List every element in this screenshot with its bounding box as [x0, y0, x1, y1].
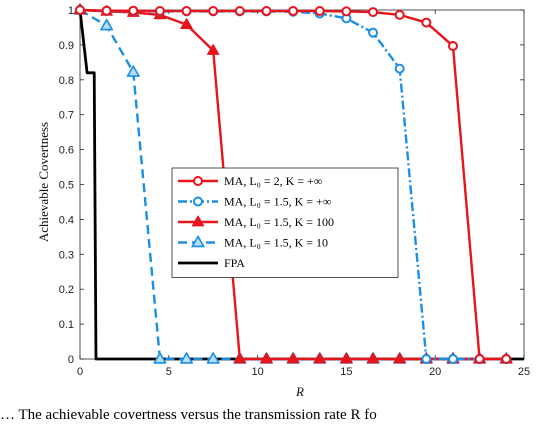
y-tick-label: 0.6: [59, 145, 74, 157]
data-point: [126, 65, 140, 77]
y-axis-label: Achievable Covertness: [36, 122, 51, 242]
data-point: [286, 352, 300, 364]
y-tick-label: 0.5: [59, 180, 74, 192]
data-point: [101, 5, 112, 16]
data-point: [447, 354, 458, 364]
x-tick-label: 20: [429, 366, 441, 378]
data-point: [208, 6, 219, 17]
legend-marker: [193, 176, 203, 186]
legend-item: MA, L₀ = 1.5, K = 100: [178, 215, 334, 229]
data-point: [394, 63, 405, 74]
data-point: [474, 354, 485, 364]
x-tick-label: 10: [251, 366, 263, 378]
data-point: [233, 352, 247, 364]
data-point: [501, 354, 512, 364]
legend-marker: [193, 196, 203, 207]
x-tick-label: 0: [77, 366, 83, 378]
series-layer: [73, 3, 524, 364]
data-point: [421, 354, 432, 364]
y-tick-label: 0.3: [59, 249, 74, 261]
data-point: [100, 18, 114, 31]
y-tick-label: 1: [68, 5, 74, 17]
data-point: [154, 6, 165, 17]
data-point: [368, 27, 379, 38]
legend-label: FPA: [224, 256, 245, 270]
data-point: [288, 6, 299, 17]
data-point: [234, 6, 245, 17]
y-tick-label: 0.4: [59, 214, 74, 226]
data-point: [366, 352, 380, 364]
data-point: [340, 352, 353, 364]
data-point: [128, 5, 139, 16]
y-tick-label: 0.9: [59, 40, 74, 52]
legend-item: MA, L₀ = 1.5, K = 10: [178, 234, 328, 250]
data-point: [180, 352, 194, 364]
data-point: [207, 43, 220, 55]
y-tick-label: 0.2: [59, 284, 74, 296]
y-tick-label: 0.8: [59, 75, 74, 87]
legend-label: MA, L₀ = 1.5, K = +∞: [224, 195, 331, 209]
x-tick-label: 25: [518, 366, 530, 378]
data-point: [393, 352, 406, 364]
data-point: [75, 5, 85, 15]
y-tick-label: 0.1: [59, 319, 74, 331]
legend-item: FPA: [178, 256, 245, 270]
data-point: [181, 6, 192, 17]
y-axis-ticks: 0 0.1 0.2 0.3 0.4 0.5 0.6 0.7 0.8 0.9 1: [59, 5, 524, 366]
legend-marker: [190, 234, 206, 248]
legend: MA, L₀ = 2, K = +∞ MA, L₀ = 1.5, K = +∞ MA…: [171, 167, 399, 278]
legend-item: MA, L₀ = 2, K = +∞: [178, 174, 322, 188]
y-tick-label: 0.7: [59, 110, 74, 122]
data-point: [153, 352, 167, 364]
legend-label: MA, L₀ = 2, K = +∞: [224, 174, 322, 188]
data-point: [341, 6, 352, 17]
x-tick-label: 5: [166, 366, 172, 378]
figure-caption: … The achievable covertness versus the t…: [0, 407, 377, 423]
data-point: [180, 18, 193, 30]
data-point: [314, 6, 325, 17]
data-point: [447, 40, 458, 51]
legend-label: MA, L₀ = 1.5, K = 100: [224, 215, 334, 229]
data-point: [394, 9, 405, 20]
data-point: [261, 6, 272, 17]
legend-item: MA, L₀ = 1.5, K = +∞: [178, 195, 331, 209]
y-tick-label: 0: [68, 354, 74, 366]
legend-marker: [191, 215, 205, 227]
x-axis-ticks: 0 5 10 15 20 25: [77, 10, 530, 378]
data-point: [421, 17, 432, 28]
data-point: [368, 7, 379, 18]
data-point: [206, 352, 220, 364]
x-tick-label: 15: [340, 366, 352, 378]
data-point: [313, 352, 326, 364]
legend-label: MA, L₀ = 1.5, K = 10: [224, 236, 328, 250]
x-axis-label: R: [295, 384, 304, 399]
data-point: [260, 352, 273, 364]
series-ma-l0-2-k: [75, 5, 512, 364]
